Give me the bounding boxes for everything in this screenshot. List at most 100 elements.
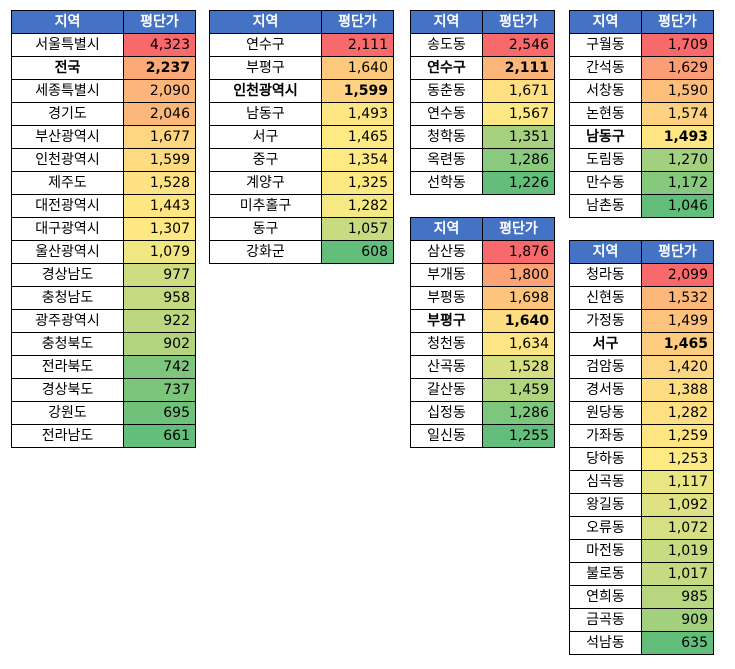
price-cell: 1,351 <box>482 125 555 149</box>
table-bupyeong: 지역 평단가 삼산동 1,876 부개동 1,800 부평동 1,698 부평구 1,640 청… <box>410 217 555 448</box>
table-row: 검암동 1,420 <box>569 355 714 379</box>
price-cell: 1,388 <box>641 378 714 402</box>
table-row: 부개동 1,800 <box>410 263 555 287</box>
region-cell: 연수구 <box>410 56 483 80</box>
table-row: 인천광역시 1,599 <box>209 79 394 103</box>
price-cell: 1,092 <box>641 493 714 517</box>
table-row: 송도동 2,546 <box>410 33 555 57</box>
price-cell: 1,117 <box>641 470 714 494</box>
price-cell: 1,019 <box>641 539 714 563</box>
table-row: 금곡동 909 <box>569 608 714 632</box>
header-row: 지역 평단가 <box>410 217 555 241</box>
table-row: 서울특별시 4,323 <box>11 33 196 57</box>
table-row: 대구광역시 1,307 <box>11 217 196 241</box>
price-cell: 1,629 <box>641 56 714 80</box>
price-header: 평단가 <box>123 10 196 34</box>
price-cell: 1,459 <box>482 378 555 402</box>
region-cell: 광주광역시 <box>11 309 124 333</box>
region-cell: 경상남도 <box>11 263 124 287</box>
region-cell: 부개동 <box>410 263 483 287</box>
region-cell: 불로동 <box>569 562 642 586</box>
table-row: 연희동 985 <box>569 585 714 609</box>
price-cell: 977 <box>123 263 196 287</box>
table-row: 심곡동 1,117 <box>569 470 714 494</box>
table-row: 일신동 1,255 <box>410 424 555 448</box>
price-cell: 1,079 <box>123 240 196 264</box>
price-cell: 1,286 <box>482 148 555 172</box>
price-cell: 1,172 <box>641 171 714 195</box>
region-cell: 남동구 <box>209 102 322 126</box>
region-cell: 인천광역시 <box>209 79 322 103</box>
price-cell: 1,634 <box>482 332 555 356</box>
region-cell: 강화군 <box>209 240 322 264</box>
table-row: 경기도 2,046 <box>11 102 196 126</box>
region-cell: 전라북도 <box>11 355 124 379</box>
region-cell: 선학동 <box>410 171 483 195</box>
price-cell: 1,567 <box>482 102 555 126</box>
table-row: 가좌동 1,259 <box>569 424 714 448</box>
region-cell: 울산광역시 <box>11 240 124 264</box>
region-cell: 구월동 <box>569 33 642 57</box>
header-row: 지역 평단가 <box>209 10 394 34</box>
price-cell: 661 <box>123 424 196 448</box>
table-row: 동춘동 1,671 <box>410 79 555 103</box>
region-cell: 서창동 <box>569 79 642 103</box>
table-row: 원당동 1,282 <box>569 401 714 425</box>
table-row: 선학동 1,226 <box>410 171 555 195</box>
price-cell: 1,465 <box>641 332 714 356</box>
header-row: 지역 평단가 <box>569 10 714 34</box>
table-row: 인천광역시 1,599 <box>11 148 196 172</box>
table-row: 석남동 635 <box>569 631 714 655</box>
table-row: 광주광역시 922 <box>11 309 196 333</box>
price-header: 평단가 <box>321 10 394 34</box>
table-incheon: 지역 평단가 연수구 2,111 부평구 1,640 인천광역시 1,599 남동구 1,49… <box>209 10 394 264</box>
region-cell: 충청북도 <box>11 332 124 356</box>
region-cell: 논현동 <box>569 102 642 126</box>
table-row: 부산광역시 1,677 <box>11 125 196 149</box>
table-row: 십정동 1,286 <box>410 401 555 425</box>
region-cell: 서구 <box>209 125 322 149</box>
region-cell: 오류동 <box>569 516 642 540</box>
price-cell: 1,057 <box>321 217 394 241</box>
table-row: 전라북도 742 <box>11 355 196 379</box>
price-header: 평단가 <box>641 240 714 264</box>
table-row: 대전광역시 1,443 <box>11 194 196 218</box>
region-cell: 석남동 <box>569 631 642 655</box>
price-cell: 2,099 <box>641 263 714 287</box>
table-row: 충청남도 958 <box>11 286 196 310</box>
table-row: 서구 1,465 <box>569 332 714 356</box>
table-row: 구월동 1,709 <box>569 33 714 57</box>
price-cell: 1,226 <box>482 171 555 195</box>
region-header: 지역 <box>209 10 322 34</box>
table-row: 전국 2,237 <box>11 56 196 80</box>
region-cell: 심곡동 <box>569 470 642 494</box>
price-cell: 922 <box>123 309 196 333</box>
price-cell: 2,111 <box>482 56 555 80</box>
region-cell: 제주도 <box>11 171 124 195</box>
table-row: 미추홀구 1,282 <box>209 194 394 218</box>
price-cell: 1,876 <box>482 240 555 264</box>
table-row: 산곡동 1,528 <box>410 355 555 379</box>
table-row: 전라남도 661 <box>11 424 196 448</box>
table-row: 울산광역시 1,079 <box>11 240 196 264</box>
price-cell: 695 <box>123 401 196 425</box>
region-cell: 마전동 <box>569 539 642 563</box>
price-cell: 1,255 <box>482 424 555 448</box>
table-row: 옥련동 1,286 <box>410 148 555 172</box>
table-row: 서구 1,465 <box>209 125 394 149</box>
price-cell: 1,270 <box>641 148 714 172</box>
table-row: 만수동 1,172 <box>569 171 714 195</box>
region-cell: 서구 <box>569 332 642 356</box>
region-cell: 청학동 <box>410 125 483 149</box>
region-cell: 전국 <box>11 56 124 80</box>
table-row: 가정동 1,499 <box>569 309 714 333</box>
price-cell: 902 <box>123 332 196 356</box>
table-row: 남동구 1,493 <box>569 125 714 149</box>
table-row: 경서동 1,388 <box>569 378 714 402</box>
table-row: 청학동 1,351 <box>410 125 555 149</box>
region-cell: 연희동 <box>569 585 642 609</box>
price-cell: 1,640 <box>482 309 555 333</box>
price-cell: 1,420 <box>641 355 714 379</box>
region-header: 지역 <box>410 217 483 241</box>
region-cell: 충청남도 <box>11 286 124 310</box>
